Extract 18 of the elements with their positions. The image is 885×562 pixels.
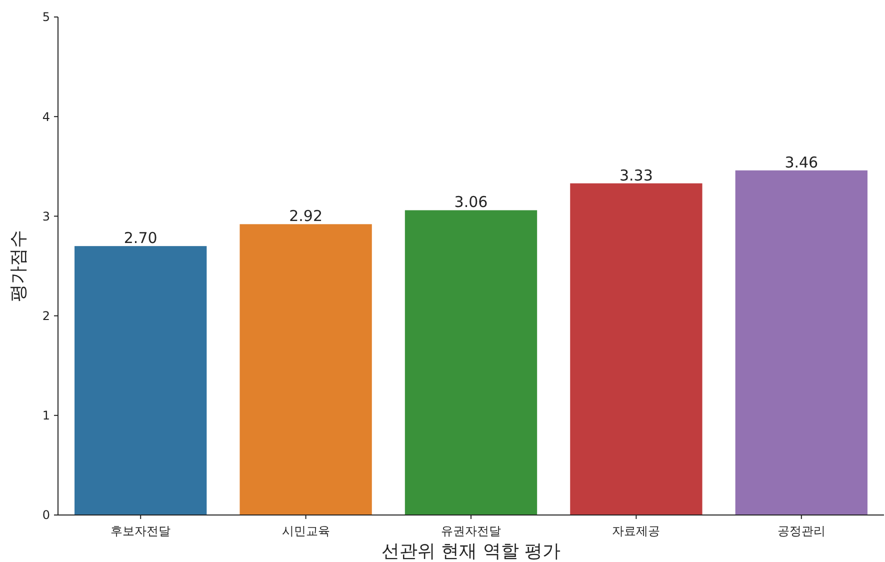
x-tick-label: 시민교육 <box>282 524 330 538</box>
y-tick-label: 4 <box>42 110 50 124</box>
data-label: 3.46 <box>784 153 818 172</box>
x-tick-label: 자료제공 <box>612 524 660 538</box>
data-label: 3.33 <box>619 166 653 184</box>
y-tick-label: 3 <box>42 209 50 224</box>
y-tick-label: 2 <box>42 309 50 323</box>
y-tick-label: 5 <box>42 10 50 24</box>
data-label: 2.92 <box>289 207 323 226</box>
x-tick-label: 유권자전달 <box>441 524 501 538</box>
x-tick-label: 후보자전달 <box>110 524 171 538</box>
data-label: 3.06 <box>454 193 488 212</box>
x-axis-title: 선관위 현재 역할 평가 <box>381 541 561 562</box>
x-tick-label: 공정관리 <box>777 524 826 538</box>
y-tick-label: 0 <box>42 508 50 522</box>
y-tick-label: 1 <box>42 408 50 423</box>
y-axis-title: 평가점수 <box>8 230 29 302</box>
data-label: 2.70 <box>124 229 158 248</box>
